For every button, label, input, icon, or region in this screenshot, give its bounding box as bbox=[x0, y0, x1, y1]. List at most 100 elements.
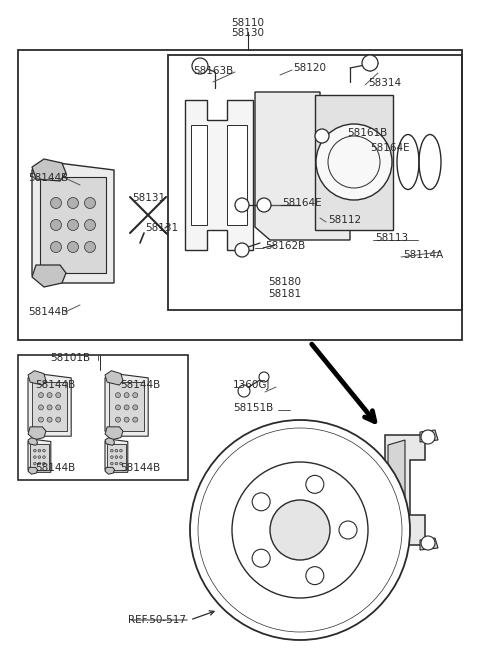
Text: 58164E: 58164E bbox=[370, 143, 409, 153]
Text: 58144B: 58144B bbox=[120, 463, 160, 473]
Polygon shape bbox=[30, 444, 48, 470]
Circle shape bbox=[115, 450, 118, 452]
Circle shape bbox=[115, 417, 120, 422]
Polygon shape bbox=[28, 440, 51, 472]
Circle shape bbox=[339, 521, 357, 539]
Circle shape bbox=[120, 456, 122, 458]
Polygon shape bbox=[105, 440, 128, 472]
Polygon shape bbox=[28, 371, 46, 385]
Text: 58131: 58131 bbox=[132, 193, 165, 203]
Polygon shape bbox=[28, 438, 37, 446]
Text: 58130: 58130 bbox=[231, 28, 264, 38]
Circle shape bbox=[43, 450, 45, 452]
Circle shape bbox=[84, 197, 96, 209]
Text: 58144B: 58144B bbox=[28, 307, 68, 317]
Polygon shape bbox=[40, 177, 106, 273]
Circle shape bbox=[68, 219, 79, 231]
Circle shape bbox=[38, 405, 44, 410]
Polygon shape bbox=[32, 265, 66, 287]
Circle shape bbox=[34, 450, 36, 452]
Circle shape bbox=[421, 430, 435, 444]
Polygon shape bbox=[185, 100, 253, 250]
Circle shape bbox=[192, 58, 208, 74]
Circle shape bbox=[120, 450, 122, 452]
Circle shape bbox=[115, 405, 120, 410]
Polygon shape bbox=[32, 159, 66, 181]
Circle shape bbox=[362, 55, 378, 71]
Circle shape bbox=[84, 219, 96, 231]
Circle shape bbox=[47, 417, 52, 422]
Polygon shape bbox=[105, 438, 115, 446]
Text: 58163B: 58163B bbox=[193, 66, 233, 76]
Circle shape bbox=[124, 417, 129, 422]
Text: REF.50-517: REF.50-517 bbox=[128, 615, 186, 625]
Circle shape bbox=[34, 462, 36, 465]
Text: 58162B: 58162B bbox=[265, 241, 305, 251]
Circle shape bbox=[110, 450, 113, 452]
Text: 58164E: 58164E bbox=[282, 198, 322, 208]
Circle shape bbox=[47, 393, 52, 398]
Circle shape bbox=[38, 456, 41, 458]
Polygon shape bbox=[315, 95, 393, 230]
Circle shape bbox=[132, 393, 138, 398]
Text: 58110: 58110 bbox=[231, 18, 264, 28]
Circle shape bbox=[84, 241, 96, 253]
Polygon shape bbox=[420, 538, 438, 550]
Circle shape bbox=[257, 198, 271, 212]
Circle shape bbox=[56, 417, 61, 422]
Circle shape bbox=[132, 405, 138, 410]
Circle shape bbox=[110, 462, 113, 465]
Circle shape bbox=[252, 549, 270, 567]
Polygon shape bbox=[191, 125, 207, 225]
Text: 58151B: 58151B bbox=[233, 403, 273, 413]
Circle shape bbox=[132, 417, 138, 422]
Circle shape bbox=[306, 567, 324, 585]
Text: 58120: 58120 bbox=[293, 63, 326, 73]
Circle shape bbox=[252, 493, 270, 511]
Circle shape bbox=[50, 197, 61, 209]
Text: 58113: 58113 bbox=[375, 233, 408, 243]
Circle shape bbox=[47, 405, 52, 410]
Circle shape bbox=[50, 219, 61, 231]
Polygon shape bbox=[28, 468, 37, 474]
Circle shape bbox=[421, 536, 435, 550]
Text: 58114A: 58114A bbox=[403, 250, 443, 260]
Circle shape bbox=[316, 124, 392, 200]
Text: 58112: 58112 bbox=[328, 215, 361, 225]
Text: 58101B: 58101B bbox=[50, 353, 90, 363]
Circle shape bbox=[259, 372, 269, 382]
Circle shape bbox=[38, 450, 41, 452]
Circle shape bbox=[56, 405, 61, 410]
Text: 58181: 58181 bbox=[268, 289, 301, 299]
Circle shape bbox=[43, 456, 45, 458]
Circle shape bbox=[120, 462, 122, 465]
Polygon shape bbox=[420, 430, 438, 442]
Circle shape bbox=[68, 241, 79, 253]
Circle shape bbox=[115, 456, 118, 458]
Text: 1360GJ: 1360GJ bbox=[233, 380, 271, 390]
Text: 58144B: 58144B bbox=[28, 173, 68, 183]
Circle shape bbox=[34, 456, 36, 458]
Text: 58131: 58131 bbox=[145, 223, 178, 233]
Circle shape bbox=[235, 198, 249, 212]
Polygon shape bbox=[385, 435, 425, 545]
Text: 58180: 58180 bbox=[268, 277, 301, 287]
Circle shape bbox=[115, 393, 120, 398]
Circle shape bbox=[50, 241, 61, 253]
Polygon shape bbox=[255, 92, 350, 240]
Text: 58144B: 58144B bbox=[35, 463, 75, 473]
Circle shape bbox=[38, 393, 44, 398]
Text: 58161B: 58161B bbox=[347, 128, 387, 138]
Polygon shape bbox=[28, 427, 46, 440]
Circle shape bbox=[306, 476, 324, 494]
Polygon shape bbox=[105, 371, 123, 385]
Circle shape bbox=[270, 500, 330, 560]
Polygon shape bbox=[109, 382, 144, 431]
Polygon shape bbox=[105, 468, 115, 474]
Circle shape bbox=[235, 243, 249, 257]
Text: 58314: 58314 bbox=[368, 78, 401, 88]
Polygon shape bbox=[105, 374, 148, 436]
Circle shape bbox=[190, 420, 410, 640]
Circle shape bbox=[232, 462, 368, 598]
Circle shape bbox=[68, 197, 79, 209]
